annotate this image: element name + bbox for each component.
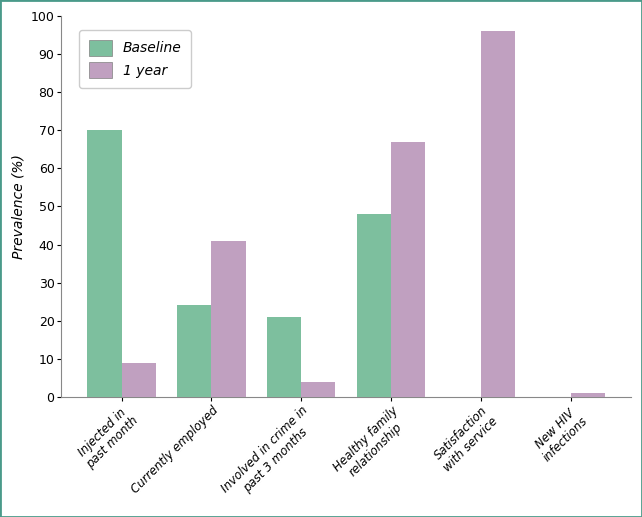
Legend: Baseline, 1 year: Baseline, 1 year (80, 31, 191, 87)
Bar (211, 241, 245, 397)
Y-axis label: Prevalence (%): Prevalence (%) (11, 154, 25, 259)
Bar (267, 317, 301, 397)
Bar (177, 306, 211, 397)
Bar (301, 382, 335, 397)
Bar (357, 214, 391, 397)
Bar (121, 362, 155, 397)
Bar (391, 142, 425, 397)
Bar (87, 130, 121, 397)
Bar (481, 32, 515, 397)
Bar (571, 393, 605, 397)
